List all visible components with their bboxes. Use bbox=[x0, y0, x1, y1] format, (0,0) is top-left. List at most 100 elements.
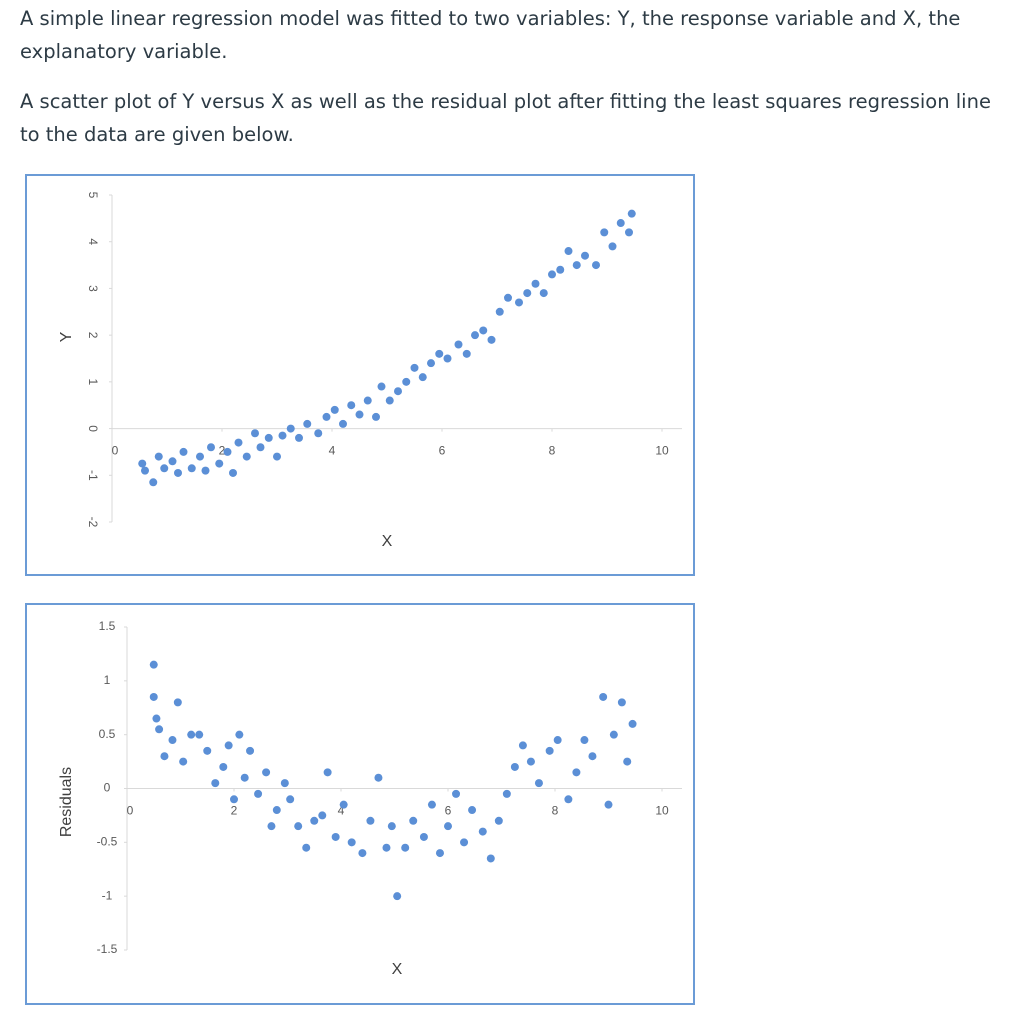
data-point bbox=[427, 359, 435, 368]
x-tick-label: 6 bbox=[445, 804, 452, 818]
x-tick-label: 0 bbox=[127, 804, 134, 818]
y-tick-label: 1.5 bbox=[99, 619, 116, 633]
data-point bbox=[363, 396, 372, 405]
data-point bbox=[515, 298, 523, 307]
paragraph: A scatter plot of Y versus X as well as … bbox=[20, 90, 991, 146]
data-point bbox=[486, 854, 495, 863]
data-point bbox=[254, 789, 263, 798]
data-point bbox=[223, 447, 232, 456]
data-point bbox=[385, 396, 394, 405]
chart: -1.5 -1 -0.5 0 0.5 1 1.5 0 2 4 6 8 10 Residuals X bbox=[58, 619, 682, 978]
data-point bbox=[452, 789, 461, 798]
data-point bbox=[495, 307, 504, 316]
data-point bbox=[149, 478, 158, 487]
data-point bbox=[173, 698, 182, 707]
y-tick-label: 0.5 bbox=[99, 727, 116, 741]
y-tick-label: -1.5 bbox=[97, 942, 118, 956]
data-point bbox=[410, 363, 419, 372]
data-point bbox=[195, 730, 204, 739]
data-point bbox=[141, 466, 149, 475]
data-point bbox=[462, 349, 471, 358]
data-point bbox=[487, 335, 496, 344]
y-tick-label: -1 bbox=[102, 888, 113, 902]
data-point bbox=[302, 843, 311, 852]
data-point bbox=[272, 806, 281, 815]
data-point bbox=[251, 429, 259, 438]
data-point bbox=[347, 838, 356, 847]
data-point bbox=[548, 270, 556, 279]
x-tick-label: 0 bbox=[112, 444, 119, 458]
data-point bbox=[479, 326, 488, 335]
data-point bbox=[623, 757, 632, 766]
data-point bbox=[168, 457, 177, 466]
y-tick-label: 2 bbox=[86, 332, 100, 339]
data-point bbox=[323, 768, 332, 777]
x-axis-title: X bbox=[382, 533, 393, 550]
data-point bbox=[201, 466, 210, 475]
data-point bbox=[627, 209, 636, 218]
x-tick-label: 10 bbox=[655, 444, 669, 458]
data-point bbox=[409, 816, 418, 825]
chart: -2 -1 0 1 2 3 4 5 0 2 4 6 8 10 Y X bbox=[58, 192, 682, 550]
y-tick-label: 1 bbox=[104, 673, 111, 687]
data-point bbox=[207, 443, 215, 452]
data-point bbox=[303, 419, 312, 428]
data-point bbox=[564, 795, 573, 804]
data-point bbox=[160, 752, 169, 761]
data-point bbox=[179, 757, 188, 766]
x-tick-label: 4 bbox=[338, 804, 345, 818]
x-tick-label: 2 bbox=[231, 804, 238, 818]
data-point bbox=[460, 838, 469, 847]
data-point bbox=[314, 429, 323, 438]
data-point bbox=[168, 736, 177, 745]
data-point bbox=[510, 762, 519, 771]
data-point bbox=[553, 736, 562, 745]
data-point bbox=[419, 832, 428, 841]
data-point bbox=[504, 293, 512, 302]
data-point bbox=[246, 746, 255, 755]
data-point bbox=[262, 768, 271, 777]
data-point bbox=[592, 261, 600, 270]
data-point bbox=[377, 382, 386, 391]
data-point bbox=[234, 438, 243, 447]
y-tick-label: -0.5 bbox=[97, 835, 118, 849]
x-tick-label: 8 bbox=[552, 804, 559, 818]
data-point bbox=[330, 405, 339, 414]
data-point bbox=[387, 822, 396, 831]
x-tick-label: 6 bbox=[439, 444, 446, 458]
data-point bbox=[468, 806, 477, 815]
data-point bbox=[267, 822, 276, 831]
x-tick-label: 4 bbox=[329, 444, 336, 458]
x-tick-label: 2 bbox=[219, 444, 226, 458]
data-point bbox=[154, 452, 163, 461]
chart-frame: -1.5 -1 -0.5 0 0.5 1 1.5 0 2 4 6 8 10 Residuals X bbox=[25, 603, 695, 1005]
data-point bbox=[278, 431, 287, 440]
data-point bbox=[160, 464, 169, 473]
data-point bbox=[295, 433, 303, 442]
y-tick-label: 1 bbox=[86, 379, 100, 386]
data-point bbox=[600, 228, 609, 237]
data-point bbox=[534, 779, 543, 788]
data-point bbox=[310, 816, 319, 825]
data-point bbox=[235, 730, 244, 739]
data-point bbox=[518, 741, 527, 750]
data-point bbox=[256, 443, 265, 452]
data-point bbox=[149, 692, 158, 701]
data-point bbox=[581, 251, 589, 260]
data-point bbox=[608, 242, 617, 251]
data-point bbox=[526, 757, 535, 766]
data-point bbox=[443, 354, 452, 363]
data-point bbox=[280, 779, 289, 788]
data-point bbox=[294, 822, 303, 831]
data-point bbox=[531, 279, 540, 288]
data-point bbox=[264, 433, 273, 442]
data-point bbox=[196, 452, 204, 461]
x-tick-label: 10 bbox=[655, 804, 669, 818]
data-point bbox=[155, 725, 164, 734]
y-tick-label: 3 bbox=[86, 285, 100, 292]
data-point bbox=[374, 773, 383, 782]
data-point bbox=[471, 331, 479, 340]
data-point bbox=[347, 401, 356, 410]
data-point bbox=[318, 811, 327, 820]
data-point bbox=[242, 452, 251, 461]
